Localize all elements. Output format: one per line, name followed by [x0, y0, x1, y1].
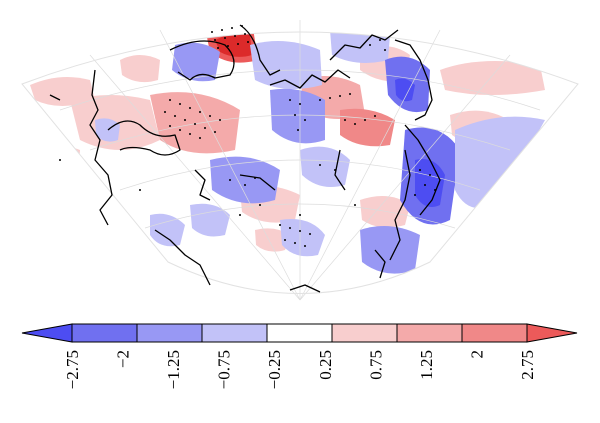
colorbar-tick-label: 2.75: [518, 350, 537, 380]
anomaly-field: [30, 32, 545, 274]
colorbar: −2.75 −2 −1.25 −0.75 −0.25 0.25 0.75 1.25 2 2.75: [21, 323, 578, 389]
colorbar-tick-label: −1.25: [164, 350, 183, 389]
colorbar-tick-label: 1.25: [417, 350, 436, 380]
colorbar-segment: [461, 323, 528, 343]
colorbar-tick-labels: −2.75 −2 −1.25 −0.75 −0.25 0.25 0.75 1.25 2 2.75: [63, 350, 537, 389]
positive-anomaly-region: [360, 196, 410, 228]
graticule: [59, 20, 541, 301]
negative-anomaly-region: [270, 88, 325, 144]
negative-anomaly-region: [415, 159, 445, 208]
colorbar-tick-label: −0.75: [215, 350, 234, 389]
colorbar-tick-label: −2.75: [63, 350, 82, 389]
negative-anomaly-region: [172, 42, 220, 82]
colorbar-segments: [21, 323, 578, 343]
negative-anomaly-region: [190, 203, 230, 237]
colorbar-tick-label: −0.25: [265, 350, 284, 389]
positive-anomaly-region: [30, 145, 80, 178]
positive-anomaly-region: [340, 108, 395, 147]
positive-anomaly-region: [215, 33, 252, 57]
colorbar-segment: [201, 323, 268, 343]
colorbar-extend-high: [526, 323, 578, 343]
negative-anomaly-region: [150, 213, 185, 247]
anomaly-map: [21, 20, 579, 301]
coastlines: [49, 24, 441, 293]
negative-anomaly-region: [455, 116, 545, 208]
positive-anomaly-region: [440, 61, 545, 95]
negative-anomaly-region: [210, 156, 280, 204]
negative-anomaly-region: [360, 226, 420, 274]
map-frame: [21, 31, 579, 294]
negative-anomaly-region: [300, 146, 350, 188]
negative-anomaly-region: [250, 41, 322, 89]
colorbar-extend-low: [21, 323, 73, 343]
colorbar-segment: [331, 323, 398, 343]
positive-anomaly-region: [150, 92, 240, 154]
negative-anomaly-region: [280, 219, 325, 257]
significance-stippling: [59, 25, 436, 247]
colorbar-segment: [136, 323, 203, 343]
colorbar-tick-label: −2: [114, 350, 133, 368]
negative-anomaly-region: [395, 78, 415, 102]
colorbar-segment: [396, 323, 463, 343]
colorbar-segment: [266, 323, 333, 343]
colorbar-tick-label: 0.25: [316, 350, 335, 380]
colorbar-tick-label: 0.75: [366, 350, 385, 380]
negative-anomaly-region: [95, 118, 120, 142]
colorbar-tick-label: 2: [467, 350, 486, 359]
colorbar-segment: [71, 323, 138, 343]
negative-anomaly-region: [330, 32, 390, 64]
positive-anomaly-region: [120, 55, 160, 83]
